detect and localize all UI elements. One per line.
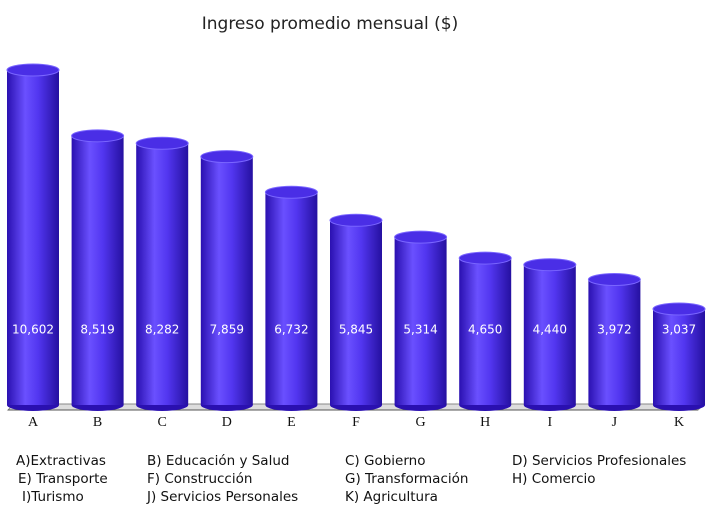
x-tick-label: H — [480, 415, 490, 430]
bar — [7, 70, 59, 405]
bar — [588, 279, 641, 405]
bar-top — [523, 258, 577, 272]
value-label: 5,314 — [403, 323, 437, 337]
value-label: 8,282 — [145, 323, 179, 337]
x-tick-label: C — [158, 415, 167, 430]
legend-item: D) Servicios Profesionales — [512, 453, 686, 469]
value-label: 4,440 — [533, 323, 567, 337]
legend-item: A)Extractivas — [16, 453, 106, 469]
legend-item: C) Gobierno — [345, 453, 425, 469]
bar — [394, 237, 447, 405]
value-label: 5,845 — [339, 323, 373, 337]
chart-title: Ingreso promedio mensual ($) — [202, 14, 459, 34]
legend-item: F) Construcción — [147, 471, 252, 487]
value-label: 8,519 — [80, 323, 114, 337]
bar — [265, 192, 318, 405]
legend-item: G) Transformación — [345, 471, 468, 487]
bar — [136, 143, 189, 405]
bar — [653, 309, 705, 405]
x-tick-label: E — [287, 415, 296, 430]
value-label: 3,037 — [662, 323, 696, 337]
x-tick-label: A — [28, 415, 39, 430]
x-tick-label: I — [547, 415, 552, 430]
bar — [459, 258, 512, 405]
legend-item: H) Comercio — [512, 471, 596, 487]
value-label: 3,972 — [597, 323, 631, 337]
x-tick-label: F — [352, 415, 360, 430]
bar-top — [135, 136, 189, 150]
bar — [71, 135, 124, 405]
value-label: 6,732 — [274, 323, 308, 337]
x-tick-label: J — [612, 415, 618, 430]
value-label: 10,602 — [12, 323, 54, 337]
bar-top — [394, 230, 448, 244]
x-tick-label: B — [93, 415, 102, 430]
bar-top — [200, 150, 254, 164]
legend-item: K) Agricultura — [345, 489, 438, 505]
bar — [523, 264, 576, 405]
value-label: 4,650 — [468, 323, 502, 337]
legend-item: I)Turismo — [22, 489, 84, 505]
value-label: 7,859 — [210, 323, 244, 337]
bar-top — [264, 185, 318, 199]
bar-top — [6, 63, 60, 77]
legend-item: E) Transporte — [18, 471, 108, 487]
bar-top — [458, 251, 512, 265]
bar-top — [652, 302, 706, 316]
bar-top — [587, 272, 641, 286]
x-tick-label: D — [222, 415, 232, 430]
x-tick-label: K — [674, 415, 684, 430]
x-tick-label: G — [416, 415, 426, 430]
bar-top — [71, 129, 125, 143]
bar — [330, 220, 382, 405]
legend-item: J) Servicios Personales — [146, 489, 298, 505]
bar-top — [329, 213, 383, 227]
legend-item: B) Educación y Salud — [147, 453, 289, 469]
bar — [200, 156, 253, 405]
